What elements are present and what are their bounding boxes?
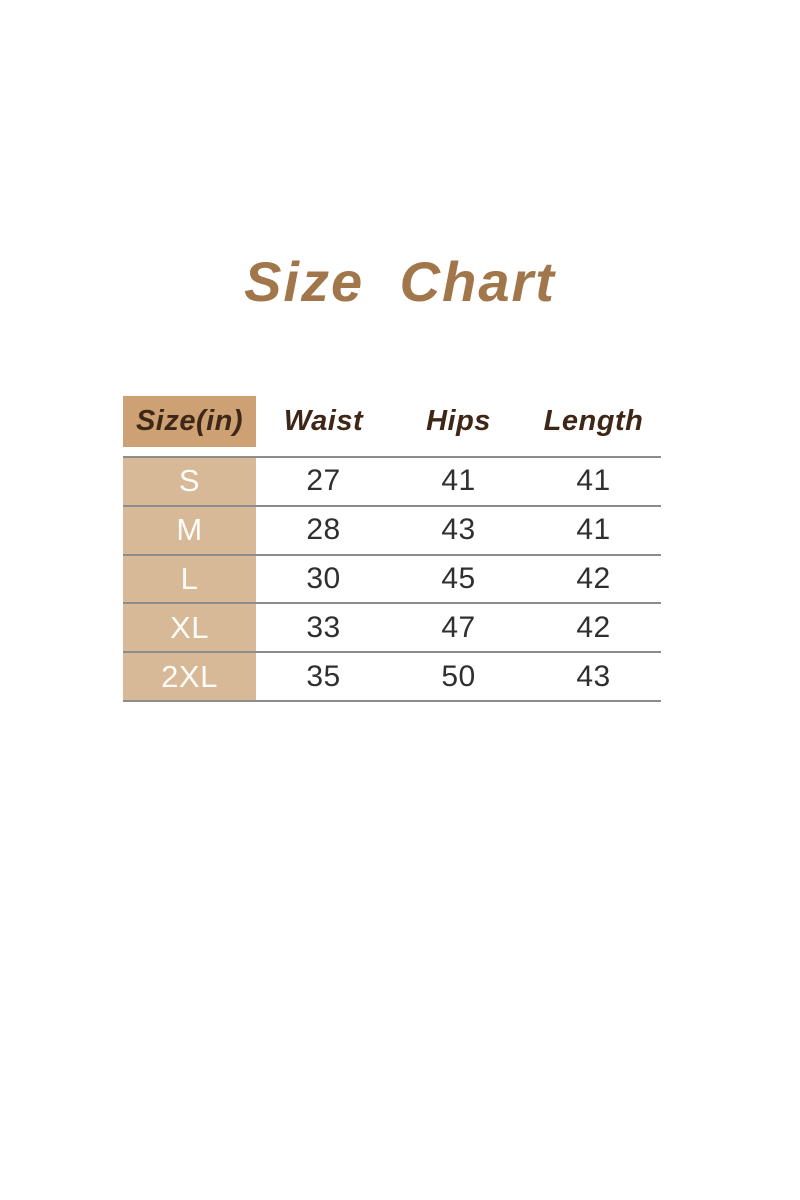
size-cell: XL <box>123 604 256 652</box>
table-row-2xl: 2XL 35 50 43 <box>123 651 661 700</box>
header-cell-size: Size(in) <box>123 396 256 447</box>
waist-cell: 28 <box>306 513 341 547</box>
size-cell: L <box>123 555 256 603</box>
table-body: S 27 41 41 M 28 43 41 L 30 45 42 XL 33 4… <box>123 456 661 702</box>
waist-cell: 35 <box>306 659 341 693</box>
table-row-m: M 28 43 41 <box>123 504 661 554</box>
length-cell: 41 <box>576 464 611 498</box>
size-chart-table: Size(in) Waist Hips Length S 27 41 41 M … <box>123 396 661 702</box>
hips-cell: 47 <box>441 610 476 644</box>
table-row-xl: XL 33 47 42 <box>123 602 661 652</box>
length-cell: 43 <box>576 659 611 693</box>
hips-cell: 43 <box>441 513 476 547</box>
page-title: Size Chart <box>244 250 556 313</box>
table-row-l: L 30 45 42 <box>123 553 661 603</box>
waist-cell: 30 <box>306 561 341 595</box>
header-cell-hips: Hips <box>426 405 491 437</box>
length-cell: 41 <box>576 513 611 547</box>
length-cell: 42 <box>576 610 611 644</box>
hips-cell: 50 <box>441 659 476 693</box>
header-gap <box>123 447 661 456</box>
header-cell-length: Length <box>543 405 644 437</box>
length-cell: 42 <box>576 561 611 595</box>
table-header-row: Size(in) Waist Hips Length <box>123 396 661 447</box>
hips-cell: 45 <box>441 561 476 595</box>
table-row-s: S 27 41 41 <box>123 456 661 505</box>
size-cell: M <box>123 506 256 554</box>
waist-cell: 33 <box>306 610 341 644</box>
waist-cell: 27 <box>306 464 341 498</box>
size-cell: 2XL <box>123 653 256 700</box>
header-cell-waist: Waist <box>283 405 364 437</box>
hips-cell: 41 <box>441 464 476 498</box>
size-cell: S <box>123 458 256 505</box>
